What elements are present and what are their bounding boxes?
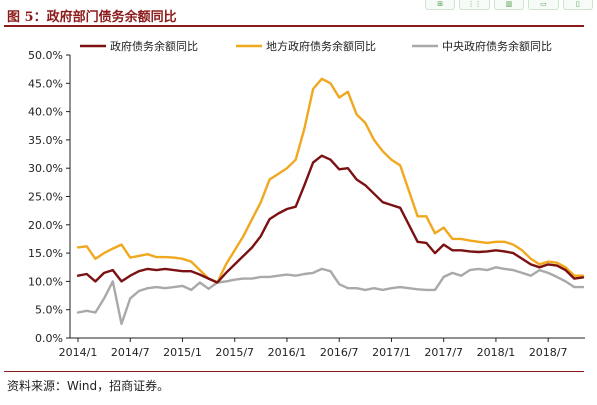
screen-icon[interactable]: ▭ [528, 0, 559, 10]
legend-label-0: 政府债务余额同比 [110, 39, 198, 53]
toolbar: ⊞ ⋮⋮ ▥ ▭ ▯ [425, 0, 594, 10]
chart-series [76, 77, 585, 326]
x-tick-label: 2016/7 [320, 346, 359, 359]
chart-title: 图 5：政府部门债务余额同比 [7, 10, 177, 25]
x-tick-label: 2015/1 [163, 346, 202, 359]
x-tick-label: 2018/1 [477, 346, 516, 359]
y-tick-label: 0.0% [35, 332, 63, 345]
y-tick-label: 5.0% [35, 304, 63, 317]
x-tick-label: 2018/7 [529, 346, 568, 359]
chart-legend: 政府债务余额同比 地方政府债务余额同比 中央政府债务余额同比 [80, 39, 552, 53]
y-tick-label: 15.0% [28, 247, 63, 260]
y-tick-label: 50.0% [28, 49, 63, 62]
x-tick-label: 2017/7 [424, 346, 463, 359]
footer-divider [4, 371, 584, 372]
expand-icon[interactable]: ⊞ [425, 0, 456, 10]
y-tick-label: 30.0% [28, 162, 63, 175]
y-tick-label: 40.0% [28, 106, 63, 119]
source-note: 资料来源：Wind，招商证券。 [7, 379, 170, 393]
title-divider [4, 25, 584, 27]
y-tick-label: 20.0% [28, 219, 63, 232]
y-tick-label: 45.0% [28, 77, 63, 90]
document-icon[interactable]: ▯ [562, 0, 594, 10]
x-tick-label: 2015/7 [215, 346, 254, 359]
chart-axes: 0.0% 5.0% 10.0% 15.0% 20.0% 25.0% 30.0% 35.0% 40… [28, 49, 585, 359]
x-tick-label: 2017/1 [372, 346, 411, 359]
x-tick-label: 2014/1 [59, 346, 98, 359]
series-line-0 [76, 154, 585, 284]
chart-icon[interactable]: ▥ [493, 0, 525, 10]
legend-label-1: 地方政府债务余额同比 [266, 39, 376, 53]
x-tick-label: 2014/7 [111, 346, 150, 359]
series-line-1 [76, 77, 585, 284]
y-tick-label: 25.0% [28, 191, 63, 204]
y-tick-label: 10.0% [28, 275, 63, 288]
legend-label-2: 中央政府债务余额同比 [442, 39, 552, 53]
series-line-2 [76, 266, 585, 326]
grid-icon[interactable]: ⋮⋮ [459, 0, 490, 10]
x-tick-label: 2016/1 [268, 346, 307, 359]
y-tick-label: 35.0% [28, 134, 63, 147]
